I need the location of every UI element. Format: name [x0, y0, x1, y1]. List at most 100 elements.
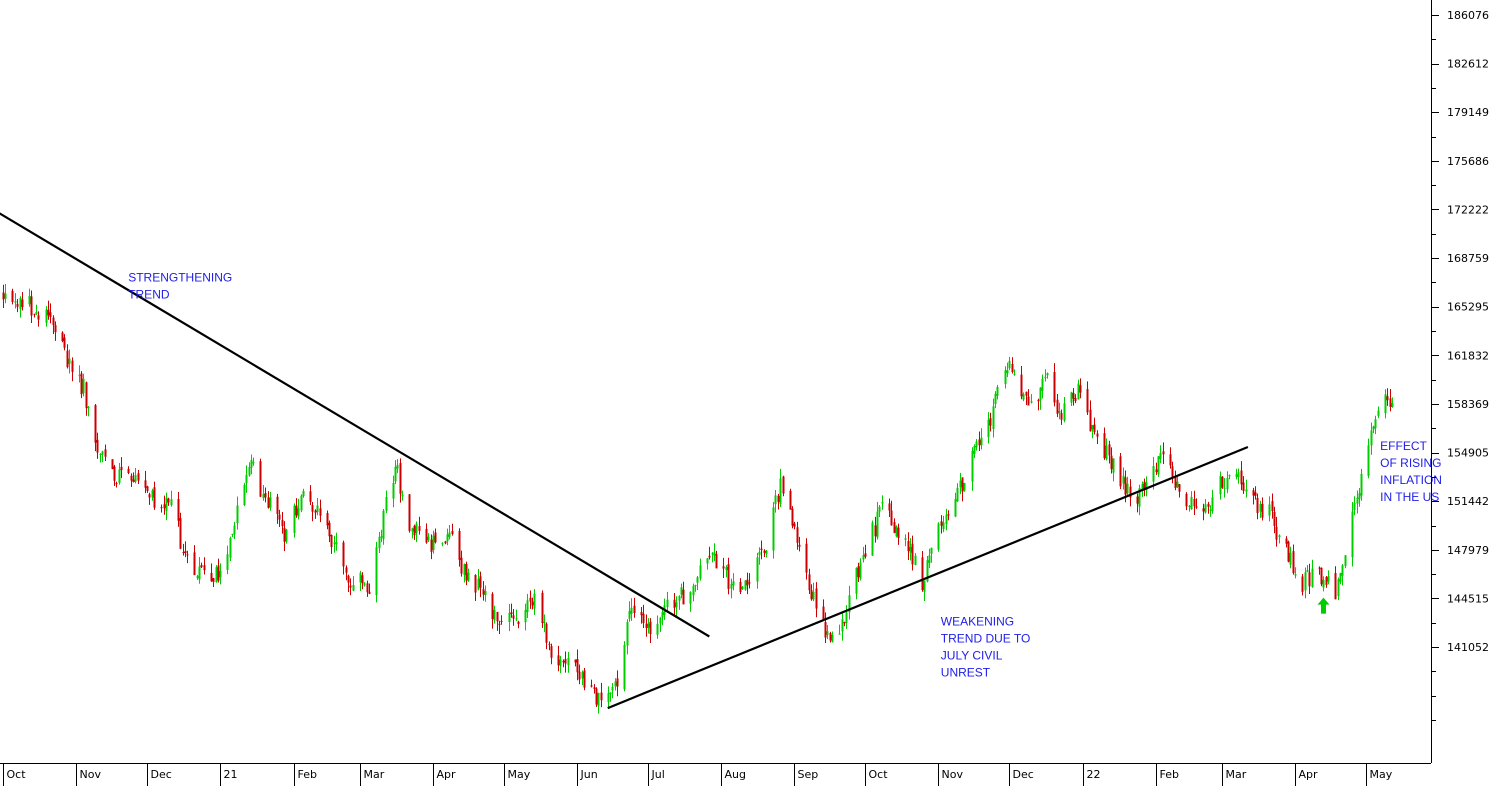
- candle-body: [276, 496, 279, 515]
- candle-body: [1004, 370, 1007, 384]
- candle-body: [446, 534, 449, 542]
- candle-body: [1237, 472, 1240, 478]
- candle-body: [649, 621, 652, 635]
- candle-body: [474, 575, 477, 593]
- candle-body: [614, 681, 617, 687]
- candle-body: [1011, 363, 1014, 372]
- candle-body: [61, 332, 64, 342]
- candle-body: [1259, 503, 1262, 512]
- candle-body: [104, 449, 107, 457]
- candle-body: [661, 612, 664, 618]
- candle-body: [682, 589, 685, 605]
- candle-body: [581, 672, 584, 679]
- candle-body: [28, 295, 31, 305]
- candle-body: [179, 518, 182, 549]
- candle-body: [219, 571, 222, 578]
- candle-body: [1195, 506, 1198, 508]
- candle-body: [987, 419, 990, 438]
- y-tick-label: 144515: [1447, 592, 1489, 605]
- candle-body: [765, 550, 768, 554]
- candle-body: [210, 572, 213, 582]
- candle-body: [1287, 541, 1290, 562]
- candle-body: [888, 503, 891, 511]
- candle-body: [1086, 389, 1089, 413]
- candle-body: [21, 299, 24, 308]
- candle-body: [330, 534, 333, 548]
- candle-body: [363, 583, 366, 586]
- candle-body: [45, 309, 48, 323]
- candle-body: [945, 514, 948, 525]
- candle-body: [904, 538, 907, 540]
- x-tick-label: Feb: [298, 768, 317, 781]
- candle-body: [607, 693, 610, 702]
- candle-body: [167, 498, 170, 503]
- candle-body: [774, 495, 777, 505]
- candle-body: [1122, 475, 1125, 484]
- candle-body: [120, 466, 123, 471]
- candle-body: [467, 572, 470, 581]
- candle-body: [352, 585, 355, 591]
- candle-body: [930, 547, 933, 554]
- candle-body: [808, 574, 811, 591]
- candle-body: [1320, 567, 1323, 585]
- candle-body: [940, 521, 943, 526]
- x-axis: Oct Nov Dec 21 Feb Mar Apr May Jun Jul Aug Sep Oct No…: [3, 763, 1393, 786]
- x-tick-label: Oct: [869, 768, 889, 781]
- candle-body: [1242, 482, 1245, 491]
- candle-body: [678, 596, 681, 601]
- candle-body: [326, 512, 329, 526]
- trendline: [0, 212, 710, 638]
- candle-body: [1386, 396, 1389, 401]
- candle-body: [1271, 501, 1274, 512]
- candle-body: [163, 504, 166, 509]
- candle-body: [184, 550, 187, 554]
- candle-body: [642, 613, 645, 623]
- candle-body: [1325, 577, 1328, 585]
- candle-body: [812, 591, 815, 600]
- candle-body: [1209, 509, 1212, 511]
- candle-body: [831, 634, 834, 643]
- candle-body: [954, 499, 957, 517]
- candle-body: [1235, 474, 1238, 477]
- y-tick-label: 147979: [1447, 544, 1489, 557]
- candle-body: [215, 567, 218, 583]
- candle-body: [396, 464, 399, 469]
- candle-body: [425, 528, 428, 543]
- candle-body: [1306, 570, 1309, 573]
- candle-body: [1337, 579, 1340, 597]
- candle-body: [1074, 397, 1077, 402]
- candle-body: [760, 548, 763, 551]
- candle-body: [314, 510, 317, 513]
- candle-body: [465, 564, 468, 581]
- candle-body: [647, 623, 650, 628]
- candle-body: [1039, 387, 1042, 401]
- candle-body: [264, 493, 267, 498]
- candle-body: [203, 565, 206, 571]
- candle-body: [692, 585, 695, 596]
- candle-body: [1389, 398, 1392, 407]
- candle-body: [746, 579, 749, 586]
- x-tick-label: Mar: [364, 768, 385, 781]
- candle-body: [52, 317, 55, 326]
- candle-body: [975, 441, 978, 448]
- candle-body: [1252, 490, 1255, 496]
- candle-body: [1374, 419, 1377, 429]
- y-tick-label: 179149: [1447, 106, 1489, 119]
- candle-body: [562, 660, 565, 663]
- candle-body: [1119, 456, 1122, 487]
- candle-body: [864, 553, 867, 557]
- candle-body: [252, 462, 255, 464]
- candle-body: [529, 597, 532, 602]
- candle-body: [696, 577, 699, 583]
- candle-body: [567, 657, 570, 666]
- candle-body: [510, 612, 513, 615]
- candle-body: [458, 531, 461, 560]
- candle-body: [1027, 396, 1030, 406]
- x-tick-label: Sep: [798, 768, 819, 781]
- candle-body: [1063, 403, 1066, 421]
- candle-body: [845, 612, 848, 624]
- candle-body: [380, 536, 383, 538]
- candle-body: [1044, 376, 1047, 379]
- candle-body: [293, 505, 296, 533]
- x-tick-label: 22: [1087, 768, 1101, 781]
